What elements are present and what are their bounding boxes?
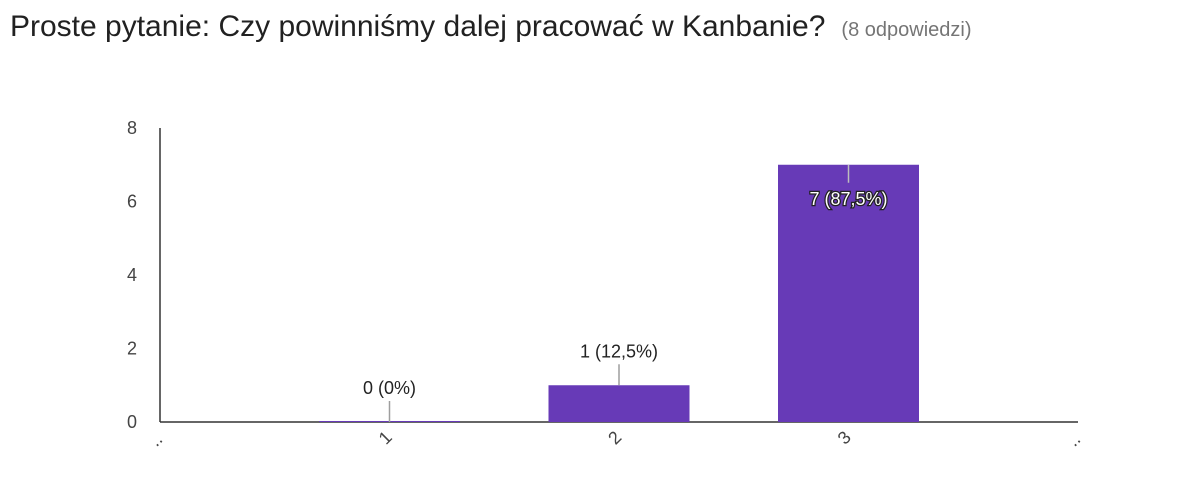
x-tick-label: 2 <box>604 427 625 448</box>
x-tick-label: 3 <box>834 427 855 448</box>
data-label: 7 (87,5%) <box>809 189 887 209</box>
y-tick-label: 6 <box>127 192 137 212</box>
x-edge-tick-label: .. <box>145 429 166 450</box>
response-count: (8 odpowiedzi) <box>841 19 972 41</box>
x-tick-label: 1 <box>375 427 396 448</box>
y-tick-label: 4 <box>127 265 137 285</box>
y-tick-label: 2 <box>127 339 137 359</box>
bar <box>778 164 919 422</box>
y-tick-label: 8 <box>127 118 137 138</box>
x-edge-tick-label: .. <box>1063 429 1084 450</box>
question-title: Proste pytanie: Czy powinniśmy dalej pra… <box>10 10 826 43</box>
y-tick-label: 0 <box>127 412 137 432</box>
data-label: 1 (12,5%) <box>580 341 658 361</box>
data-label: 0 (0%) <box>363 378 416 398</box>
bar <box>548 385 690 422</box>
chart-header: Proste pytanie: Czy powinniśmy dalej pra… <box>10 10 972 44</box>
